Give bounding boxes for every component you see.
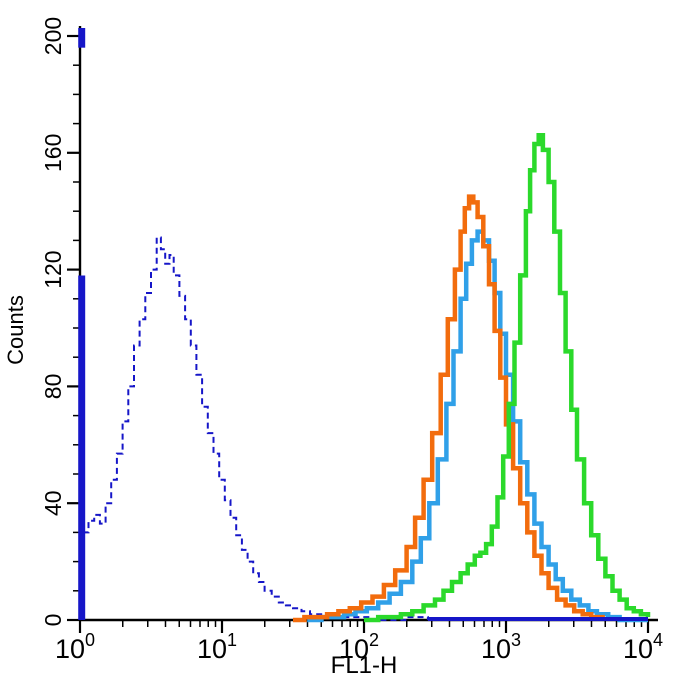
- y-tick-label: 40: [40, 490, 66, 516]
- y-tick-label: 0: [40, 614, 66, 627]
- y-tick-label: 80: [40, 374, 66, 400]
- x-tick-label: 103: [481, 630, 521, 664]
- x-tick-label: 102: [339, 630, 379, 664]
- sample-blue-curve: [307, 229, 648, 623]
- y-axis-title: Counts: [3, 295, 28, 365]
- sample-orange-curve: [293, 194, 605, 623]
- y-tick-label: 200: [40, 17, 66, 55]
- control-dashed-navy-curve: [82, 236, 429, 621]
- x-tick-label: 101: [197, 630, 237, 664]
- y-tick-label: 160: [40, 134, 66, 172]
- x-tick-label: 104: [623, 630, 663, 664]
- x-tick-label: 100: [55, 630, 95, 664]
- y-tick-label: 120: [40, 250, 66, 288]
- sample-green-curve: [364, 133, 651, 623]
- x-axis-title: FL1-H: [330, 652, 398, 679]
